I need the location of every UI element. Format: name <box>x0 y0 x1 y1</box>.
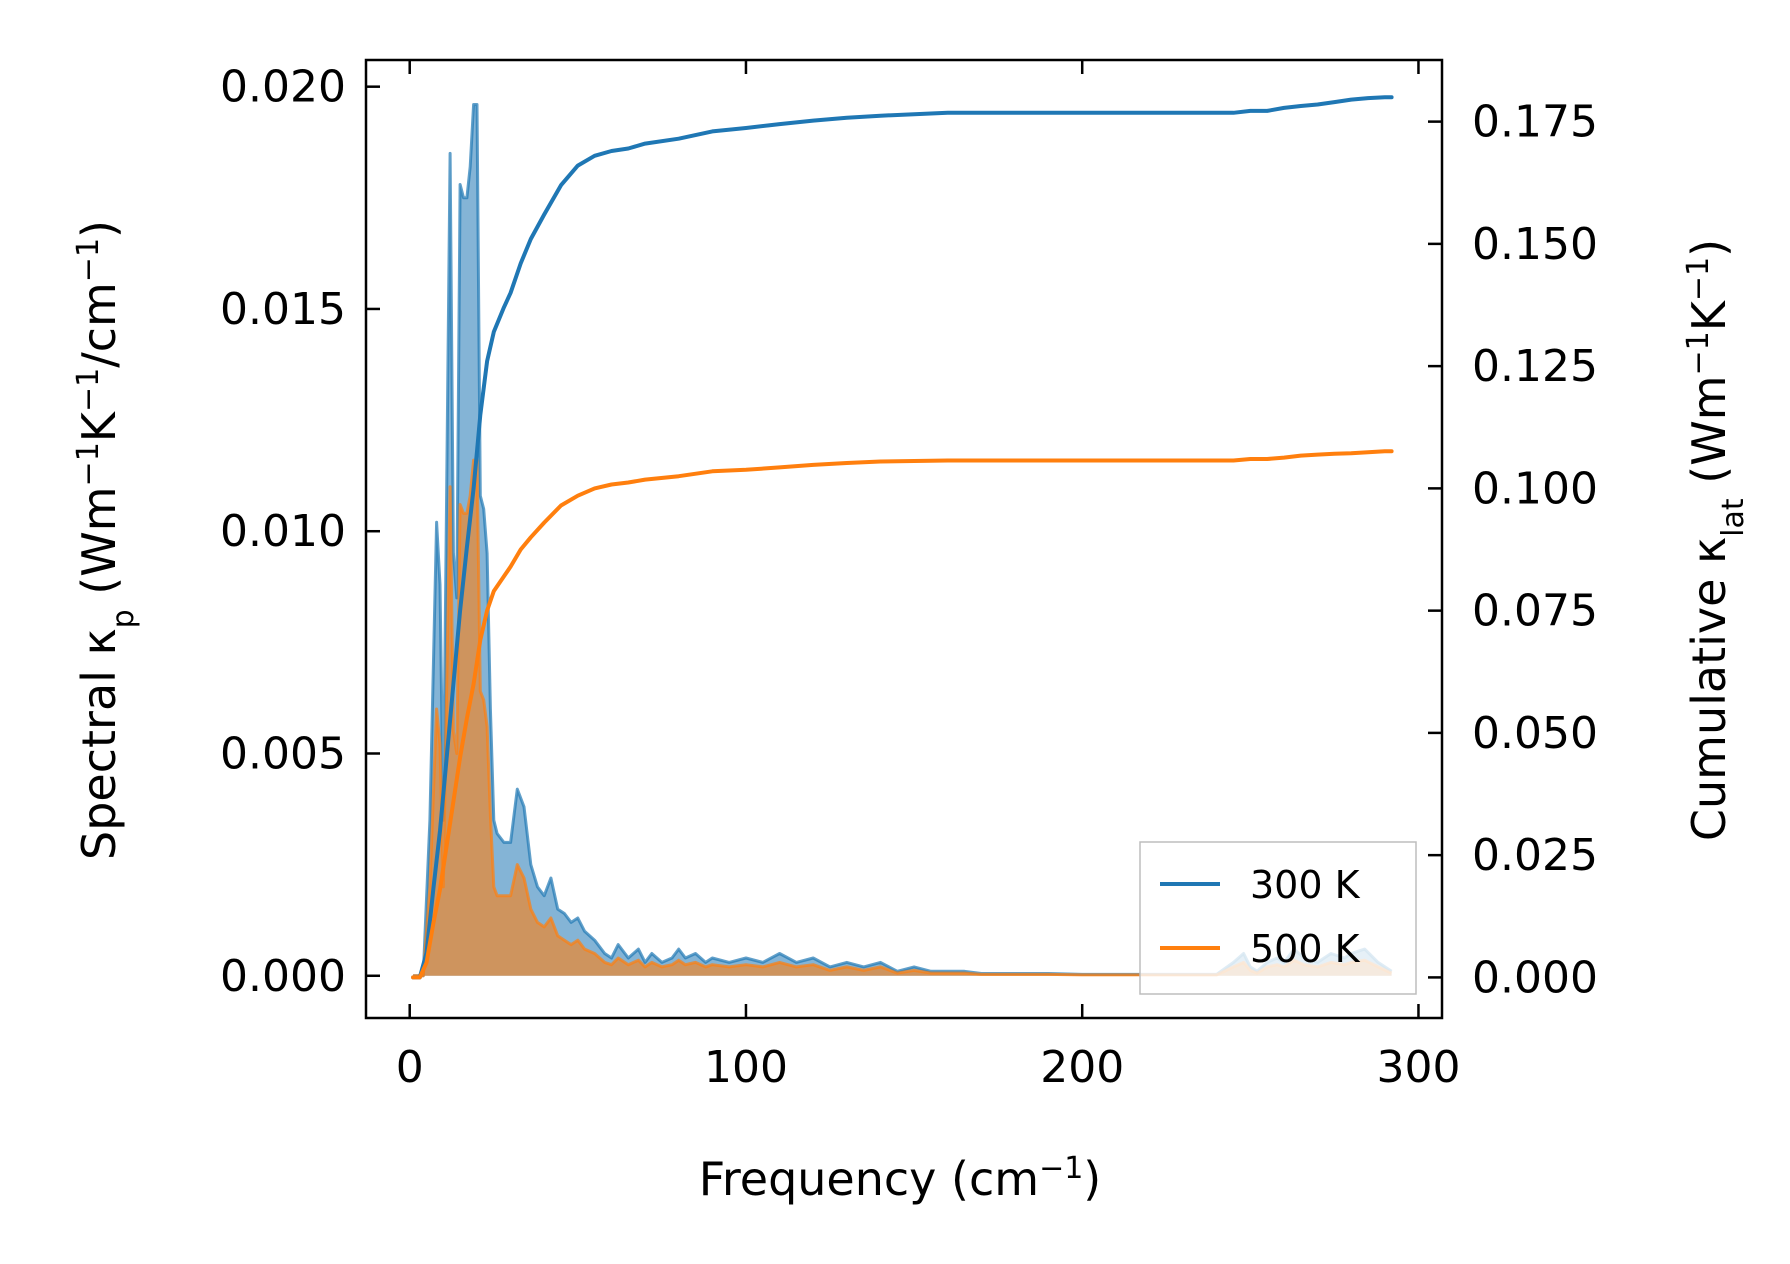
y-tick-label-right: 0.175 <box>1472 97 1598 148</box>
series-lines <box>411 95 1394 980</box>
spectral-fill-2 <box>413 460 1392 976</box>
x-tick-label: 300 <box>1376 1042 1460 1093</box>
y-tick-label-left: 0.010 <box>220 506 346 557</box>
y-tick-label-left: 0.000 <box>220 951 346 1002</box>
cumulative-line-1 <box>411 95 1394 980</box>
y-tick-label-right: 0.050 <box>1472 708 1598 759</box>
legend: 300 K 500 K <box>1139 841 1417 995</box>
y-tick-label-right: 0.000 <box>1472 952 1598 1003</box>
y-tick-label-right: 0.025 <box>1472 830 1598 881</box>
y-tick-label-right: 0.100 <box>1472 463 1598 514</box>
legend-label-2: 500 K <box>1250 927 1361 971</box>
legend-label-1: 300 K <box>1250 863 1361 907</box>
y-tick-label-left: 0.005 <box>220 728 346 779</box>
axes: 0 100 200 3000.0000.0050.0100.0150.0200.000… <box>220 58 1598 1093</box>
y-tick-label-left: 0.015 <box>220 284 346 335</box>
plot-frame <box>364 58 1444 1020</box>
x-tick-label: 200 <box>1040 1042 1124 1093</box>
x-tick-label: 100 <box>704 1042 788 1093</box>
cumulative-line-2 <box>411 449 1394 980</box>
x-axis-label: Frequency (cm−1) <box>699 1151 1102 1207</box>
y-tick-label-right: 0.075 <box>1472 586 1598 637</box>
y-tick-label-right: 0.125 <box>1472 341 1598 392</box>
legend-box <box>1139 841 1417 995</box>
y-tick-label-left: 0.020 <box>220 62 346 113</box>
x-tick-label: 0 <box>396 1042 424 1093</box>
y-tick-label-right: 0.150 <box>1472 219 1598 270</box>
